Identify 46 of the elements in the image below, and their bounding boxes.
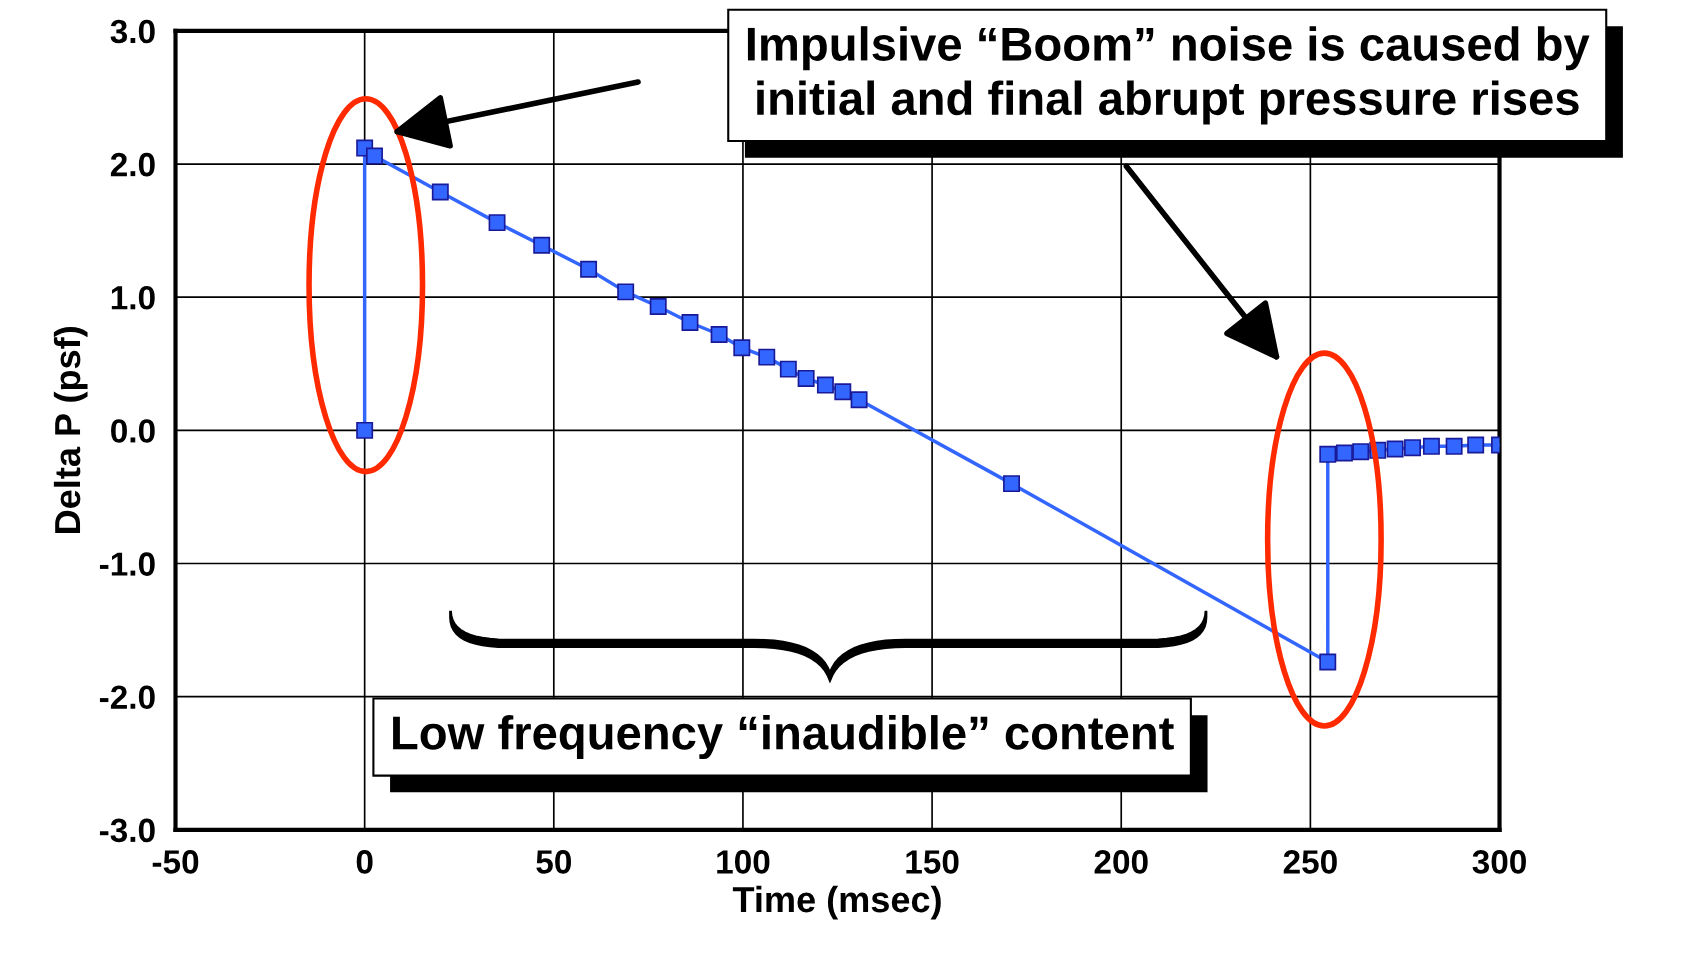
- point: [617, 283, 635, 301]
- y-tick-label: -3.0: [99, 818, 155, 843]
- point: [1445, 437, 1463, 455]
- x-tick-label: 200: [1094, 850, 1148, 874]
- point: [366, 147, 383, 165]
- point: [797, 369, 815, 387]
- point: [1467, 436, 1485, 454]
- x-tick-label: 0: [356, 850, 373, 874]
- point: [1422, 437, 1440, 455]
- point: [1404, 439, 1421, 457]
- point: [758, 348, 776, 366]
- point: [816, 376, 834, 394]
- point: [580, 260, 598, 278]
- annotation: Low frequency “inaudible” content: [393, 715, 1174, 760]
- point: [649, 298, 667, 316]
- point: [834, 383, 852, 401]
- point: [356, 421, 374, 439]
- x-tick-label: -50: [152, 850, 199, 874]
- y-tick-label: 3.0: [110, 19, 155, 44]
- x-tick-label: 100: [717, 850, 770, 874]
- point: [1319, 653, 1337, 671]
- point: [710, 326, 728, 343]
- y-tick-label: 1.0: [111, 286, 155, 310]
- x-tick-label: 300: [1472, 850, 1526, 874]
- point: [488, 214, 506, 232]
- point: [1335, 444, 1353, 462]
- x-tick-label: 50: [536, 850, 571, 874]
- point: [1352, 443, 1370, 461]
- point: [779, 360, 797, 378]
- point: [681, 314, 699, 331]
- x-tick-label: 250: [1283, 850, 1337, 874]
- y-tick-label: 2.0: [110, 152, 155, 177]
- y-tick-label: 0.0: [111, 419, 155, 443]
- y-axis-title: Delta P (psf): [53, 327, 88, 533]
- point: [1003, 475, 1021, 493]
- y-tick-label: -2.0: [99, 685, 155, 710]
- point: [733, 339, 751, 357]
- y-tick-label: -1.0: [99, 552, 155, 576]
- point: [1386, 440, 1404, 458]
- point: [431, 183, 449, 201]
- point: [533, 236, 551, 254]
- x-tick-label: 150: [906, 850, 959, 874]
- annotation: Impulsive “Boom” noise is caused by initial and final abrupt pressure rises: [747, 26, 1590, 125]
- point: [1319, 445, 1337, 463]
- x-axis-title: Time (msec): [732, 885, 941, 920]
- point: [850, 391, 868, 409]
